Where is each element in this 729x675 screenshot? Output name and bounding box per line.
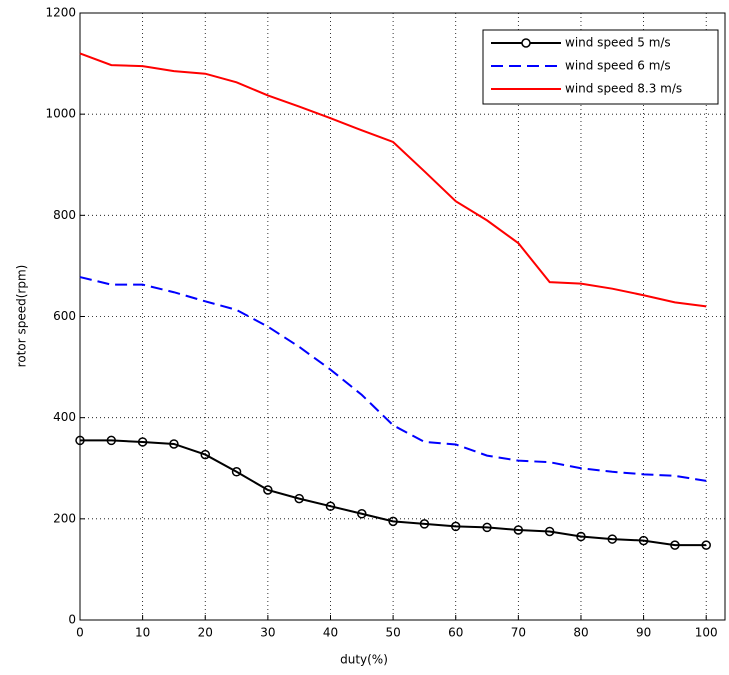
- y-tick-label: 1000: [45, 107, 76, 121]
- data-point: [701, 540, 711, 550]
- y-tick-label: 400: [53, 410, 76, 424]
- y-tick-label: 200: [53, 511, 76, 525]
- x-tick-label: 10: [135, 626, 150, 640]
- data-point: [482, 522, 492, 533]
- data-point: [670, 540, 680, 550]
- data-point: [513, 525, 524, 535]
- legend-label: wind speed 5 m/s: [565, 36, 671, 50]
- data-point: [576, 531, 586, 542]
- data-point: [137, 437, 148, 447]
- data-point: [544, 526, 555, 537]
- legend-marker: [521, 38, 531, 48]
- data-point: [106, 435, 117, 446]
- data-point: [419, 519, 430, 529]
- data-point: [263, 485, 273, 495]
- data-point: [169, 439, 179, 449]
- y-tick-label: 800: [53, 208, 76, 222]
- x-tick-label: 0: [76, 626, 84, 640]
- x-tick-label: 60: [448, 626, 463, 640]
- x-tick-label: 80: [573, 626, 588, 640]
- x-tick-label: 30: [260, 626, 275, 640]
- data-point: [388, 516, 398, 527]
- x-axis-label: duty(%): [340, 653, 388, 667]
- y-tick-label: 600: [53, 309, 76, 323]
- legend-label: wind speed 8.3 m/s: [565, 82, 682, 96]
- legend-label: wind speed 6 m/s: [565, 59, 671, 73]
- x-tick-label: 70: [511, 626, 526, 640]
- data-point: [638, 535, 649, 546]
- data-point: [294, 493, 304, 504]
- plot-frame: [79, 12, 726, 621]
- data-point: [325, 501, 336, 511]
- x-tick-label: 100: [695, 626, 718, 640]
- data-point: [75, 435, 85, 446]
- x-tick-label: 20: [198, 626, 213, 640]
- data-point: [357, 509, 367, 519]
- data-point: [607, 534, 618, 544]
- data-point: [200, 449, 210, 460]
- data-line: [79, 52, 707, 308]
- y-tick-label: 0: [68, 613, 76, 627]
- y-axis-label: rotor speed(rpm): [15, 265, 29, 368]
- x-tick-label: 90: [636, 626, 651, 640]
- x-tick-label: 50: [385, 626, 400, 640]
- data-line: [80, 439, 707, 547]
- y-tick-label: 1200: [45, 6, 76, 20]
- x-tick-label: 40: [323, 626, 338, 640]
- data-point: [450, 521, 461, 532]
- data-point: [231, 467, 242, 477]
